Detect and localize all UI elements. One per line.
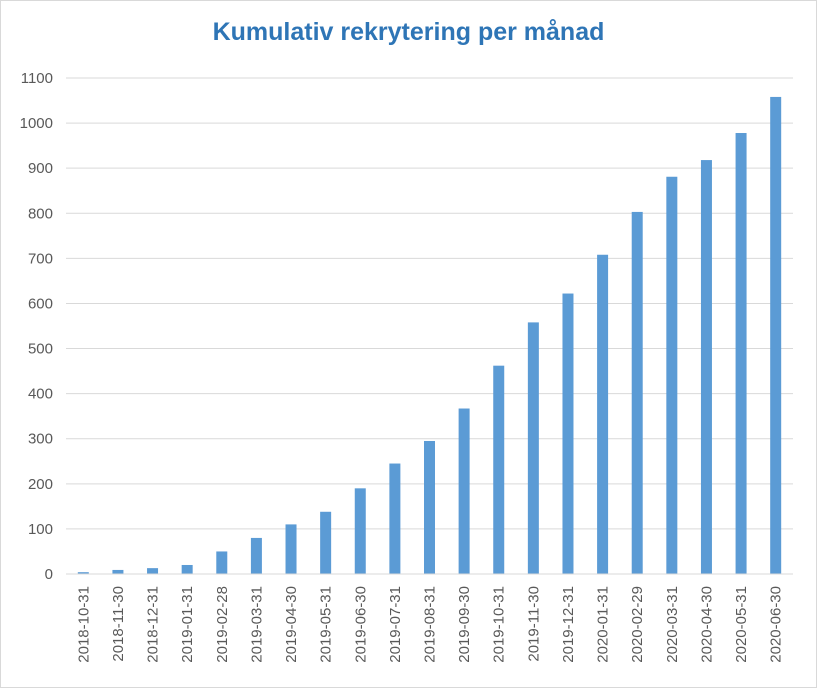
bar [181,564,193,574]
y-tick-label: 1000 [20,115,53,132]
x-tick-label: 2018-11-30 [110,586,127,662]
x-tick-label: 2019-03-31 [248,586,265,663]
y-tick-label: 1100 [21,70,53,87]
x-tick-label: 2019-04-30 [283,586,300,663]
bar [285,524,297,574]
bar [320,511,332,574]
y-tick-label: 800 [28,205,53,222]
bar [77,572,89,574]
x-tick-label: 2019-08-31 [422,586,439,663]
bar [527,322,539,574]
x-tick-label: 2019-12-31 [560,586,577,663]
x-tick-label: 2020-06-30 [768,586,785,663]
bar [562,293,574,574]
bar [735,133,747,574]
bar [597,254,609,575]
x-axis-ticks: 2018-10-31 2018-11-30 2018-12-31 2019-01-31… [75,586,784,663]
y-tick-label: 500 [28,341,53,358]
bars [77,96,782,575]
y-axis-ticks: 0 100 200 300 400 500 600 700 800 900 1000 1100 [20,70,53,583]
x-tick-label: 2019-10-31 [491,586,508,663]
x-tick-label: 2020-02-29 [629,586,646,663]
y-tick-label: 200 [28,476,53,493]
y-tick-label: 900 [28,160,53,177]
bar [458,408,470,574]
y-tick-label: 600 [28,295,53,312]
bar [147,568,159,574]
bar [493,365,505,574]
bar [389,463,401,574]
x-tick-label: 2019-06-30 [352,586,369,663]
bar [112,569,124,574]
x-tick-label: 2020-03-31 [664,586,681,663]
chart-title: Kumulativ rekrytering per månad [212,18,605,46]
y-tick-label: 700 [28,250,53,267]
x-tick-label: 2018-10-31 [75,586,92,663]
x-tick-label: 2020-04-30 [698,586,715,663]
x-tick-label: 2019-05-31 [318,586,335,663]
x-tick-label: 2019-07-31 [387,586,404,663]
bar [424,440,435,574]
y-tick-label: 0 [45,566,53,583]
bar [700,160,712,574]
x-tick-label: 2018-12-31 [145,586,162,663]
x-tick-label: 2020-05-31 [733,586,750,663]
y-tick-label: 400 [28,386,53,403]
bar [631,211,643,575]
y-tick-label: 100 [28,521,53,538]
bar [666,176,678,574]
bar [250,537,262,574]
x-tick-label: 2019-11-30 [525,586,542,662]
bar [354,488,366,574]
bar [770,96,782,575]
x-tick-label: 2020-01-31 [595,586,612,663]
x-tick-label: 2019-09-30 [456,586,473,663]
y-tick-label: 300 [28,431,53,448]
x-tick-label: 2019-01-31 [179,586,196,663]
bar [216,551,228,574]
x-tick-label: 2019-02-28 [214,586,231,663]
